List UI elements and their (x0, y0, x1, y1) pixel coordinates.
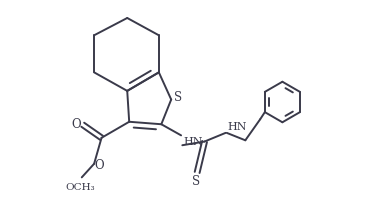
Text: O: O (94, 159, 104, 172)
Text: HN: HN (183, 136, 202, 146)
Text: O: O (72, 118, 81, 131)
Text: S: S (192, 175, 200, 187)
Text: OCH₃: OCH₃ (66, 183, 95, 192)
Text: HN: HN (228, 122, 247, 132)
Text: S: S (174, 91, 182, 104)
